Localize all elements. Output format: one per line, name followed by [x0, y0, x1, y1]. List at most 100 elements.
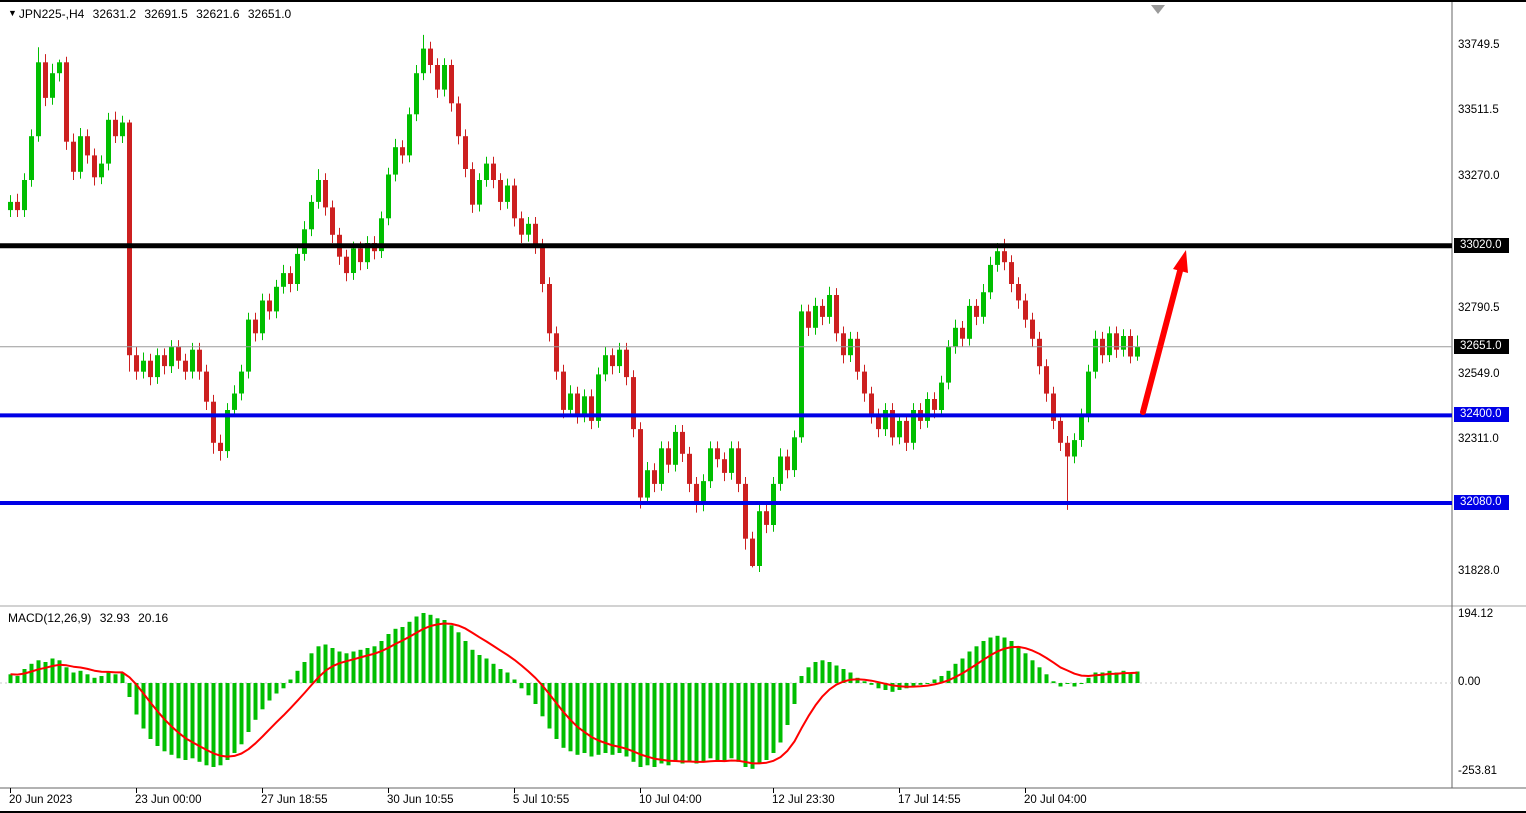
macd-bar	[918, 683, 923, 685]
macd-bar	[708, 683, 713, 759]
candle-body	[813, 305, 818, 328]
macd-bar	[1072, 683, 1077, 687]
macd-signal-line	[10, 622, 1138, 765]
macd-bar	[1079, 683, 1084, 684]
candle-body	[92, 155, 97, 178]
macd-bar	[449, 625, 454, 684]
macd-bar	[673, 683, 678, 762]
candle-body	[736, 448, 741, 484]
macd-bar	[890, 683, 895, 692]
candle-body	[1058, 420, 1063, 443]
macd-bar	[939, 676, 944, 683]
candle-body	[253, 319, 258, 334]
candle-body	[183, 360, 188, 372]
candle-body	[708, 448, 713, 482]
macd-bar	[1044, 674, 1049, 684]
candle-body	[407, 114, 412, 156]
candle-body	[211, 401, 216, 443]
ohlc-open: 32631.2	[92, 7, 137, 21]
macd-bar	[288, 679, 293, 683]
macd-bar	[239, 683, 244, 745]
macd-bar	[316, 646, 321, 684]
macd-bar	[1093, 672, 1098, 683]
ohlc-high: 32691.5	[144, 7, 188, 21]
candle-body	[624, 349, 629, 378]
candle-body	[533, 223, 538, 246]
candle-body	[645, 470, 650, 498]
macd-bar	[743, 683, 748, 767]
macd-bar	[57, 660, 62, 684]
trend-arrow[interactable]	[1140, 268, 1183, 415]
macd-bar	[183, 683, 188, 760]
candle-body	[750, 538, 755, 566]
macd-bar	[484, 658, 489, 683]
candle-body	[8, 201, 13, 211]
candle-body	[386, 174, 391, 219]
macd-bar	[29, 663, 34, 684]
candle-body	[57, 62, 62, 74]
macd-bar	[491, 663, 496, 684]
macd-name: MACD(12,26,9)	[8, 611, 92, 625]
macd-bar	[904, 683, 909, 689]
candle-body	[162, 355, 167, 367]
macd-bar	[1135, 671, 1140, 683]
candle-body	[1037, 338, 1042, 367]
macd-bar	[351, 651, 356, 683]
symbol-dropdown-icon[interactable]: ▼	[8, 8, 17, 18]
candle-body	[610, 355, 615, 367]
macd-bar	[43, 662, 48, 683]
candle-body	[729, 448, 734, 473]
macd-bar	[71, 672, 76, 683]
macd-bar	[309, 653, 314, 684]
macd-bar	[834, 665, 839, 683]
candle-body	[890, 410, 895, 438]
candle-body	[631, 377, 636, 430]
macd-bar	[106, 672, 111, 683]
candle-body	[351, 248, 356, 273]
candle-body	[1051, 393, 1056, 421]
macd-bar	[148, 683, 153, 739]
candle-body	[330, 207, 335, 235]
candle-body	[274, 286, 279, 312]
macd-bar	[764, 683, 769, 760]
macd-bar	[337, 651, 342, 683]
candle-body	[225, 410, 230, 452]
macd-bar	[225, 683, 230, 760]
macd-bar	[477, 655, 482, 683]
macd-bar	[22, 669, 27, 683]
candle-body	[596, 374, 601, 421]
macd-bar	[533, 683, 538, 704]
macd-bar	[953, 663, 958, 684]
candle-body	[127, 122, 132, 356]
candle-body	[820, 305, 825, 317]
candle-body	[491, 163, 496, 180]
macd-bar	[820, 660, 825, 684]
candle-body	[414, 73, 419, 115]
candle-body	[421, 48, 426, 74]
candle-body	[526, 223, 531, 235]
candle-body	[855, 338, 860, 372]
macd-bar	[267, 683, 272, 701]
trend-arrow-head[interactable]	[1173, 250, 1188, 273]
candles	[8, 34, 1140, 572]
chart-shift-marker-icon[interactable]	[1151, 5, 1165, 14]
macd-bar	[932, 679, 937, 683]
macd-bar	[785, 683, 790, 725]
candle-body	[379, 218, 384, 252]
candle-body	[1065, 442, 1070, 457]
candle-body	[239, 371, 244, 394]
macd-bar	[99, 676, 104, 683]
macd-bar	[1086, 677, 1091, 684]
candle-body	[1009, 262, 1014, 284]
macd-bar	[435, 618, 440, 684]
macd-bar	[505, 672, 510, 683]
candle-body	[1086, 371, 1091, 416]
macd-bar	[323, 644, 328, 683]
macd-bar	[442, 620, 447, 683]
macd-bar	[281, 683, 286, 689]
candle-body	[995, 251, 1000, 265]
candle-body	[757, 511, 762, 566]
macd-signal-value: 20.16	[138, 611, 169, 625]
macd-bar	[50, 658, 55, 683]
